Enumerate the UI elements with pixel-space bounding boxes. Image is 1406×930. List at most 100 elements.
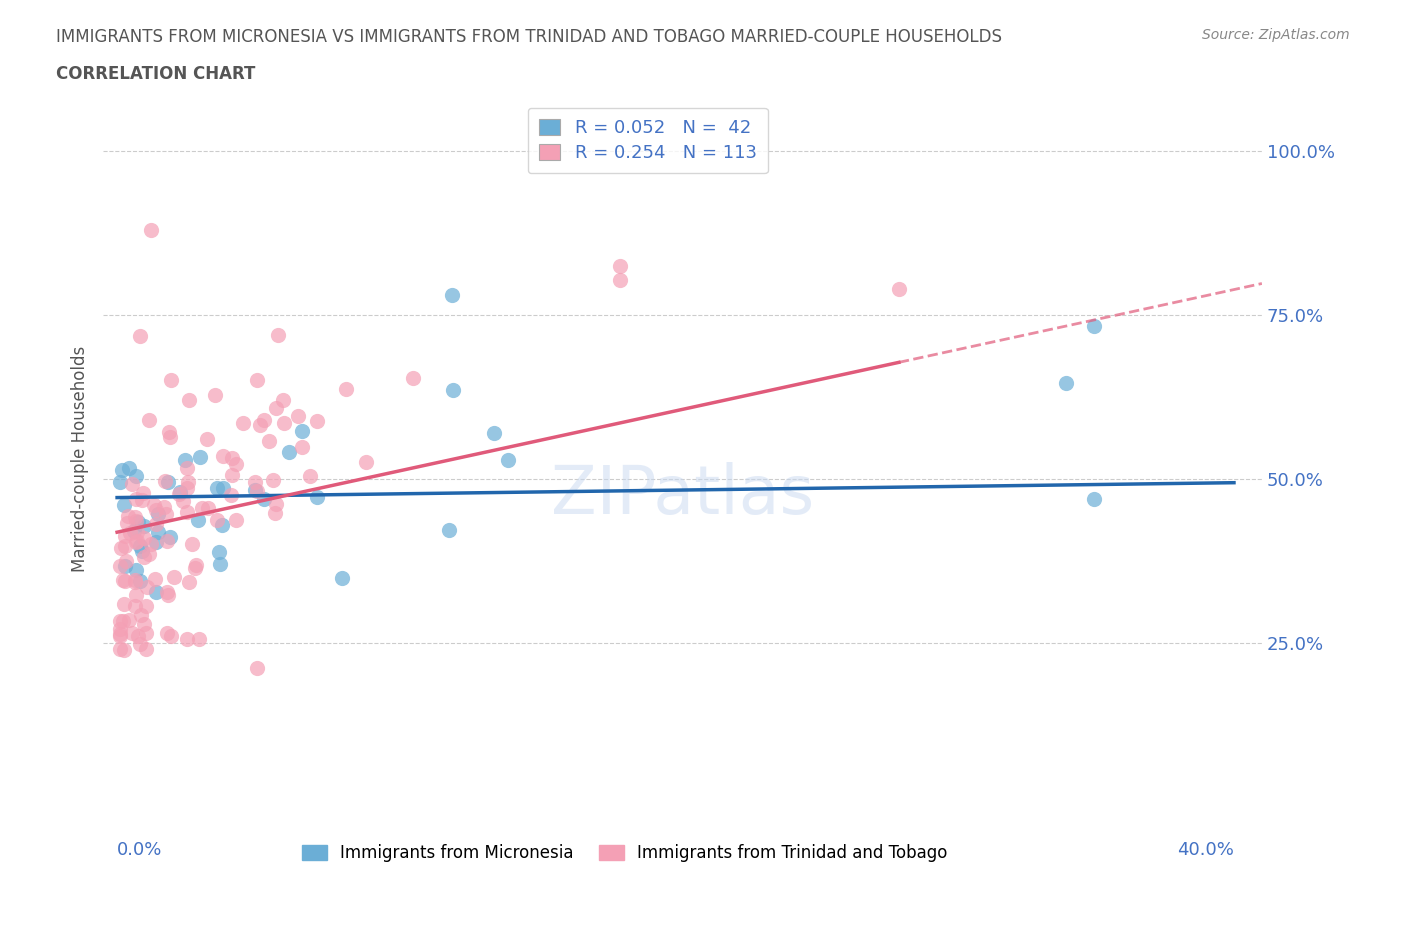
Point <box>264 506 287 521</box>
Point <box>125 492 148 507</box>
Point <box>169 485 191 499</box>
Point <box>252 413 274 428</box>
Point <box>176 460 198 475</box>
Point <box>129 608 152 623</box>
Point <box>121 477 143 492</box>
Point <box>887 282 910 297</box>
Point <box>441 382 464 397</box>
Point <box>174 453 197 468</box>
Text: IMMIGRANTS FROM MICRONESIA VS IMMIGRANTS FROM TRINIDAD AND TOBAGO MARRIED-COUPLE: IMMIGRANTS FROM MICRONESIA VS IMMIGRANTS… <box>56 28 1002 46</box>
Point <box>1054 376 1077 391</box>
Point <box>125 562 148 577</box>
Point <box>187 512 209 527</box>
Point <box>291 424 314 439</box>
Point <box>157 587 180 602</box>
Point <box>169 486 191 501</box>
Point <box>441 288 464 303</box>
Point <box>153 499 176 514</box>
Point <box>253 491 276 506</box>
Point <box>108 621 131 636</box>
Point <box>225 512 247 527</box>
Point <box>159 529 181 544</box>
Point <box>208 544 231 559</box>
Point <box>330 571 353 586</box>
Point <box>112 596 135 611</box>
Point <box>267 328 290 343</box>
Point <box>108 629 131 644</box>
Point <box>117 515 139 530</box>
Point <box>108 474 131 489</box>
Point <box>221 467 243 482</box>
Point <box>188 631 211 646</box>
Point <box>146 525 169 539</box>
Point <box>135 625 157 640</box>
Point <box>132 485 155 500</box>
Point <box>177 474 200 489</box>
Point <box>138 546 160 561</box>
Text: 0.0%: 0.0% <box>117 842 163 859</box>
Point <box>114 538 136 553</box>
Point <box>125 588 148 603</box>
Point <box>129 637 152 652</box>
Point <box>243 483 266 498</box>
Text: CORRELATION CHART: CORRELATION CHART <box>56 65 256 83</box>
Point <box>219 487 242 502</box>
Point <box>211 481 233 496</box>
Point <box>225 457 247 472</box>
Point <box>132 519 155 534</box>
Point <box>609 272 631 287</box>
Point <box>127 525 149 540</box>
Point <box>188 450 211 465</box>
Point <box>146 507 169 522</box>
Point <box>402 371 425 386</box>
Point <box>117 509 139 524</box>
Point <box>176 481 198 496</box>
Point <box>111 463 134 478</box>
Point <box>124 510 146 525</box>
Point <box>287 409 309 424</box>
Point <box>155 507 177 522</box>
Point <box>125 535 148 550</box>
Point <box>156 585 179 600</box>
Point <box>259 433 281 448</box>
Point <box>127 629 149 644</box>
Point <box>439 523 461 538</box>
Point <box>135 598 157 613</box>
Point <box>207 481 229 496</box>
Point <box>264 401 287 416</box>
Legend: R = 0.052   N =  42, R = 0.254   N = 113: R = 0.052 N = 42, R = 0.254 N = 113 <box>527 108 768 173</box>
Point <box>184 561 207 576</box>
Point <box>354 455 377 470</box>
Text: 40.0%: 40.0% <box>1177 842 1234 859</box>
Point <box>1083 319 1105 334</box>
Point <box>273 415 295 430</box>
Point <box>108 558 131 573</box>
Point <box>114 558 136 573</box>
Point <box>160 372 183 387</box>
Point <box>121 626 143 641</box>
Point <box>246 484 269 498</box>
Point <box>262 472 284 487</box>
Point <box>145 585 167 600</box>
Point <box>120 525 142 540</box>
Point <box>197 432 219 446</box>
Point <box>127 534 149 549</box>
Point <box>122 524 145 538</box>
Point <box>128 574 150 589</box>
Point <box>131 492 153 507</box>
Point <box>156 625 179 640</box>
Point <box>159 430 181 445</box>
Point <box>145 516 167 531</box>
Point <box>127 514 149 529</box>
Point <box>108 642 131 657</box>
Point <box>191 501 214 516</box>
Point <box>125 514 148 529</box>
Point <box>157 474 180 489</box>
Point <box>163 569 186 584</box>
Point <box>139 222 162 237</box>
Point <box>305 489 328 504</box>
Point <box>141 537 163 551</box>
Point <box>118 612 141 627</box>
Point <box>153 473 176 488</box>
Point <box>131 544 153 559</box>
